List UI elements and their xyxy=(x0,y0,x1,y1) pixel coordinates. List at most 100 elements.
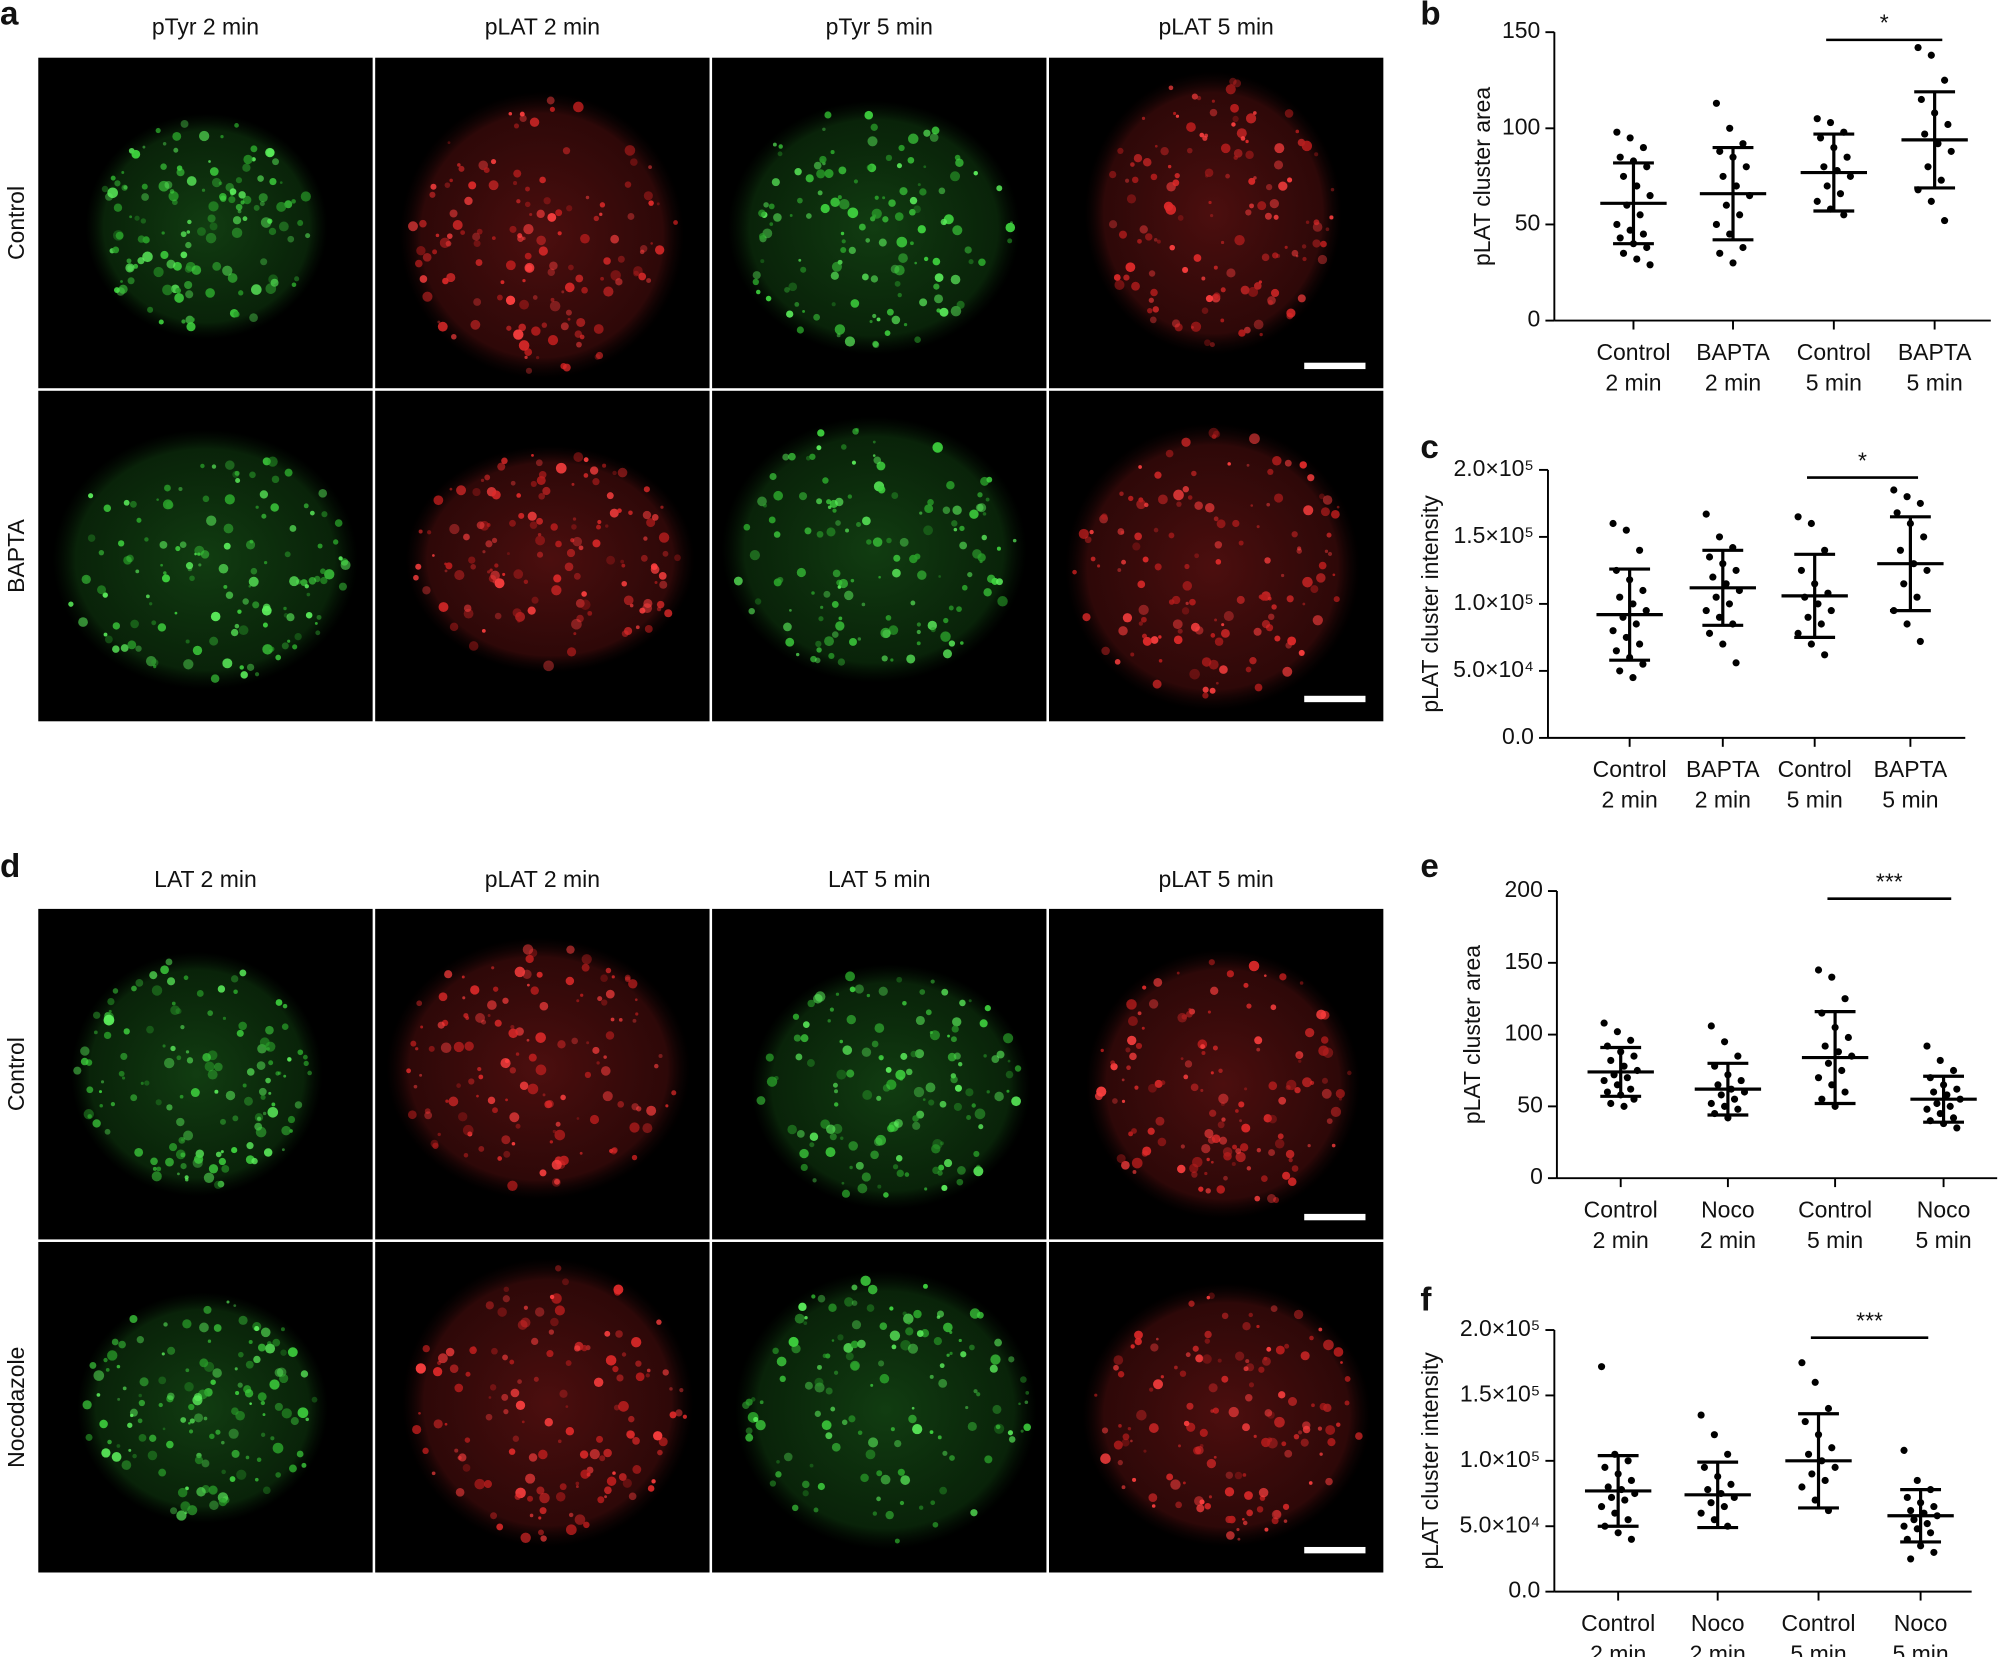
speckle xyxy=(176,1117,185,1127)
speckle xyxy=(116,1444,121,1448)
speckle xyxy=(209,636,219,646)
data-point xyxy=(1629,674,1637,682)
speckle xyxy=(260,1327,271,1338)
speckle xyxy=(505,260,516,271)
speckle xyxy=(913,205,921,214)
speckle xyxy=(849,1165,853,1170)
speckle xyxy=(973,1389,978,1394)
speckle xyxy=(1207,1010,1211,1014)
speckle xyxy=(1284,1343,1290,1349)
speckle xyxy=(1333,1347,1344,1357)
speckle xyxy=(151,1171,162,1182)
speckle xyxy=(1148,1493,1158,1503)
speckle xyxy=(519,111,525,117)
speckle xyxy=(1320,507,1330,517)
speckle xyxy=(291,282,297,288)
speckle xyxy=(560,322,569,331)
speckle xyxy=(1319,1452,1323,1456)
speckle xyxy=(1230,103,1239,113)
speckle xyxy=(536,971,543,978)
speckle xyxy=(507,1180,518,1191)
speckle xyxy=(1274,1138,1285,1149)
speckle xyxy=(804,1381,813,1390)
speckle xyxy=(1282,1503,1290,1510)
speckle xyxy=(634,998,638,1002)
speckle xyxy=(809,1463,814,1468)
speckle xyxy=(576,614,584,623)
y-tick-label: 5.0×10⁴ xyxy=(1453,656,1534,682)
speckle xyxy=(575,1481,580,1486)
speckle xyxy=(82,1400,92,1410)
speckle xyxy=(228,1428,239,1439)
speckle xyxy=(283,606,287,611)
speckle xyxy=(1126,1065,1131,1071)
speckle xyxy=(1276,253,1281,259)
speckle xyxy=(142,251,153,263)
speckle xyxy=(538,492,546,500)
speckle xyxy=(1319,493,1325,500)
speckle xyxy=(579,1151,583,1155)
speckle xyxy=(1298,1059,1302,1063)
cell xyxy=(52,429,358,690)
data-point xyxy=(1732,659,1740,667)
speckle xyxy=(188,1421,191,1425)
speckle xyxy=(155,127,161,134)
speckle xyxy=(284,468,293,477)
speckle xyxy=(886,1079,897,1090)
speckle xyxy=(248,1340,253,1345)
speckle xyxy=(825,1387,833,1395)
speckle xyxy=(1253,319,1264,330)
speckle xyxy=(235,1391,240,1396)
speckle xyxy=(888,199,896,207)
speckle xyxy=(287,1115,296,1124)
data-point xyxy=(1821,651,1829,659)
speckle xyxy=(185,290,194,299)
column-header: pTyr 5 min xyxy=(826,13,933,39)
speckle xyxy=(1284,245,1288,249)
speckle xyxy=(984,1455,993,1464)
data-point xyxy=(1705,629,1714,637)
speckle xyxy=(902,1000,907,1006)
speckle xyxy=(487,1014,491,1017)
data-point xyxy=(1927,51,1935,59)
speckle xyxy=(501,1135,511,1145)
speckle xyxy=(287,1057,292,1062)
speckle xyxy=(973,170,978,176)
speckle xyxy=(1154,471,1162,479)
speckle xyxy=(981,534,988,541)
speckle xyxy=(769,222,774,226)
speckle xyxy=(1246,463,1250,467)
speckle xyxy=(1269,198,1280,209)
speckle xyxy=(1003,1033,1014,1044)
data-point xyxy=(1826,118,1835,127)
speckle xyxy=(923,129,931,137)
speckle xyxy=(1231,1161,1236,1167)
speckle xyxy=(1090,556,1096,562)
speckle xyxy=(287,1347,298,1358)
speckle xyxy=(462,996,466,1000)
speckle xyxy=(550,1317,559,1327)
speckle xyxy=(937,1435,942,1440)
speckle xyxy=(238,1315,248,1325)
data-point xyxy=(1923,566,1931,574)
speckle xyxy=(538,470,547,479)
speckle xyxy=(523,579,529,585)
speckle xyxy=(771,178,780,187)
speckle xyxy=(977,553,986,562)
speckle xyxy=(1256,1324,1260,1329)
speckle xyxy=(899,1076,904,1081)
speckle xyxy=(234,623,240,629)
speckle xyxy=(539,176,546,184)
speckle xyxy=(907,1343,919,1354)
speckle xyxy=(259,201,265,207)
cell xyxy=(734,1270,1037,1550)
x-tick-label: BAPTA xyxy=(1898,339,1972,365)
speckle xyxy=(458,165,465,172)
speckle xyxy=(235,203,243,211)
speckle xyxy=(916,641,921,646)
x-tick-label: Control xyxy=(1797,339,1871,365)
speckle xyxy=(432,1367,443,1377)
speckle xyxy=(1127,1035,1137,1046)
speckle xyxy=(458,1453,467,1462)
